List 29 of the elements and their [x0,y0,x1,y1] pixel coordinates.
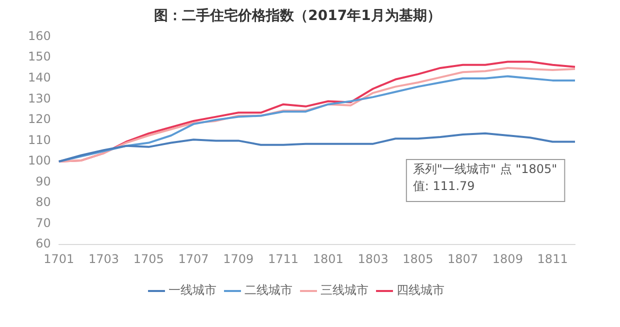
x-tick-label: 1809 [492,252,523,266]
x-tick-label: 1709 [223,252,254,266]
y-tick-label: 140 [28,70,51,84]
x-tick-label: 1811 [537,252,568,266]
x-tick-label: 1711 [268,252,299,266]
y-tick-label: 100 [28,154,51,168]
x-tick-label: 1701 [44,252,74,266]
annotation: 系列"一线城市" 点 "1805" 值: 111.79 [412,162,558,194]
legend-label: 一线城市 [168,283,216,298]
legend-label: 三线城市 [320,283,368,298]
x-tick-label: 1803 [358,252,388,266]
y-tick-label: 80 [36,195,51,210]
chart-title: 图：二手住宅价格指数（2017年1月为基期） [154,7,441,24]
legend-label: 四线城市 [396,283,444,298]
x-tick-label: 1703 [88,252,120,266]
y-tick-label: 90 [36,174,51,188]
y-tick-label: 160 [28,28,51,43]
x-tick-label: 1801 [312,252,344,266]
y-tick-label: 60 [36,236,51,251]
x-tick-label: 1805 [402,252,434,266]
x-tick-label: 1807 [448,252,478,266]
y-tick-label: 110 [28,132,51,147]
x-tick-label: 1707 [178,252,209,266]
legend-label: 二线城市 [244,283,292,298]
x-tick-label: 1705 [133,252,164,266]
y-tick-label: 70 [36,216,51,230]
y-tick-label: 120 [28,112,51,126]
y-tick-label: 130 [28,91,51,106]
y-tick-label: 150 [28,50,51,64]
